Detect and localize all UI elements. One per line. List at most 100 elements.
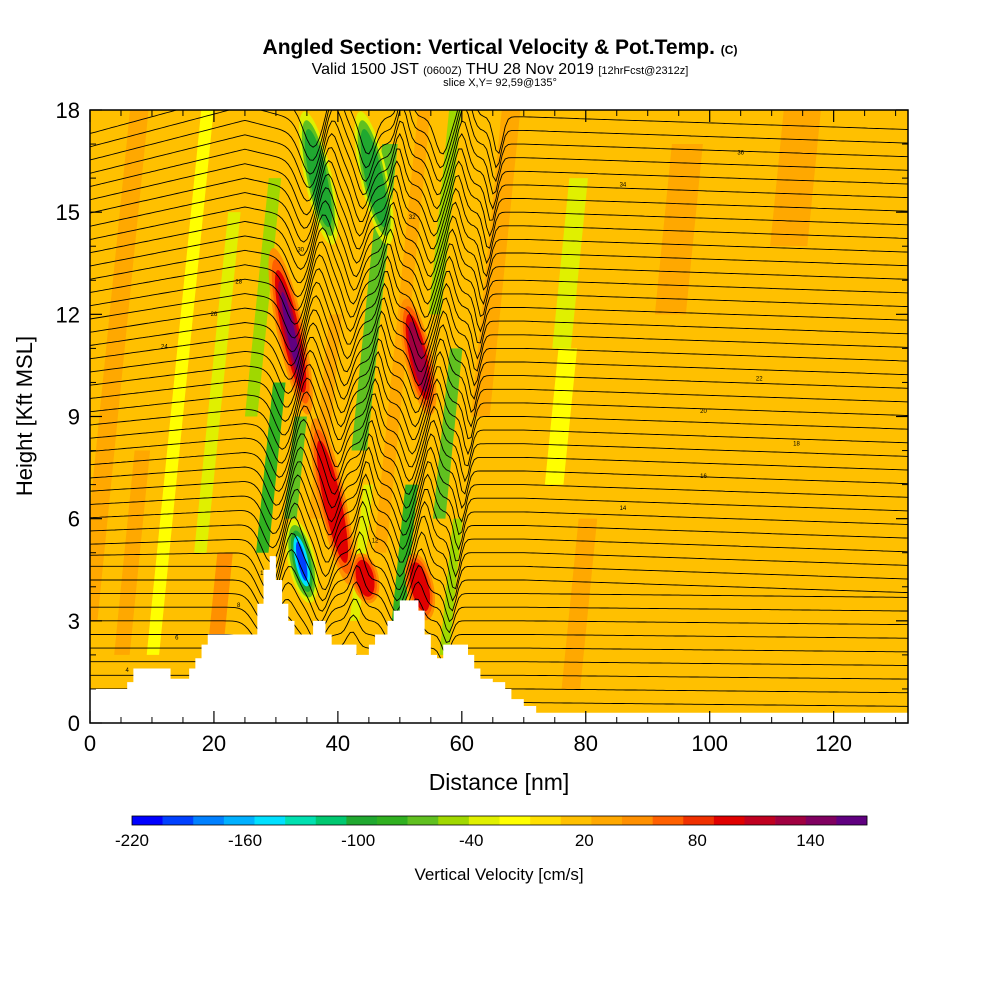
y-tick-label: 6 xyxy=(68,507,80,532)
y-tick-label: 15 xyxy=(56,200,80,225)
theta-contour xyxy=(90,110,908,155)
colorbar-swatch xyxy=(438,816,470,825)
updraft-core xyxy=(281,292,300,371)
theta-contour-label: 24 xyxy=(161,344,168,350)
chart-title: Angled Section: Vertical Velocity & Pot.… xyxy=(0,36,1000,60)
x-tick-label: 80 xyxy=(574,731,598,756)
theta-contour xyxy=(90,200,908,278)
colorbar-swatch xyxy=(499,816,531,825)
colorbar-swatch xyxy=(315,816,347,825)
y-tick-label: 18 xyxy=(56,98,80,123)
colorbar-frame xyxy=(131,815,868,826)
theta-contour xyxy=(90,322,908,400)
x-tick-label: 60 xyxy=(450,731,474,756)
colorbar-label: Vertical Velocity [cm/s] xyxy=(414,865,583,884)
colorbar-swatch xyxy=(468,816,500,825)
theta-contour-label: 4 xyxy=(126,668,130,674)
colorbar-swatch xyxy=(622,816,653,825)
theta-contour-label: 8 xyxy=(237,603,241,609)
theta-contour-label: 6 xyxy=(175,636,179,642)
theta-contour xyxy=(90,460,908,536)
theta-contour xyxy=(90,564,908,623)
theta-contour xyxy=(90,214,908,291)
velocity-band xyxy=(194,212,241,553)
theta-contour-label: 22 xyxy=(756,377,763,383)
theta-contour xyxy=(90,120,908,196)
velocity-band xyxy=(552,178,588,349)
subtitle-zulu: (0600Z) xyxy=(423,65,462,77)
theta-contour xyxy=(90,187,908,265)
chart-title-main: Angled Section: Vertical Velocity & Pot.… xyxy=(262,36,715,59)
theta-contour xyxy=(90,147,908,222)
slice-info: slice X,Y= 92,59@135° xyxy=(443,77,557,89)
colorbar-swatch xyxy=(744,816,776,825)
x-tick-label: 20 xyxy=(202,731,226,756)
theta-contour xyxy=(90,336,908,414)
velocity-band xyxy=(561,518,598,689)
y-tick-label: 9 xyxy=(68,405,80,430)
colorbar-tick-label: -220 xyxy=(115,831,149,850)
velocity-band xyxy=(687,144,750,519)
x-tick-label: 40 xyxy=(326,731,350,756)
y-tick-label: 3 xyxy=(68,609,80,634)
colorbar-swatch xyxy=(836,816,868,825)
theta-contour-label: 20 xyxy=(700,409,707,415)
colorbar-swatch xyxy=(591,816,623,825)
theta-contour xyxy=(90,241,908,318)
theta-contour xyxy=(90,488,908,563)
theta-contour-label: 28 xyxy=(235,280,242,286)
chart-subtitle: Valid 1500 JST (0600Z) THU 28 Nov 2019 [… xyxy=(0,61,1000,79)
theta-contour xyxy=(90,159,908,238)
theta-contour xyxy=(90,581,908,634)
velocity-band xyxy=(770,110,821,247)
colorbar-swatch xyxy=(377,816,408,825)
velocity-band xyxy=(544,348,578,485)
downdraft-core xyxy=(295,541,308,581)
theta-contour xyxy=(90,515,908,591)
colorbar-swatch xyxy=(560,816,592,825)
terrain-shape xyxy=(90,556,908,723)
colorbar-swatch xyxy=(223,816,255,825)
x-tick-label: 0 xyxy=(84,731,96,756)
theta-contour xyxy=(90,446,908,523)
colorbar: -220 -160 -100 -40 20 80 140 xyxy=(115,815,868,850)
velocity-band xyxy=(439,518,463,655)
velocity-band xyxy=(90,110,149,621)
theta-contour-label: 18 xyxy=(793,441,800,447)
theta-contour xyxy=(90,418,908,495)
colorbar-swatch xyxy=(530,816,562,825)
velocity-band xyxy=(471,110,521,417)
colorbar-tick-label: 80 xyxy=(688,831,707,850)
x-axis-label: Distance [nm] xyxy=(429,769,570,795)
theta-contour xyxy=(90,500,908,578)
subtitle-valid: Valid 1500 JST xyxy=(311,61,419,78)
chart-title-unit: (C) xyxy=(720,43,738,57)
theta-contour xyxy=(90,110,908,169)
theta-contour-label: 12 xyxy=(372,539,379,545)
theta-contour-label: 36 xyxy=(737,150,744,156)
colorbar-swatch xyxy=(407,816,439,825)
theta-contour xyxy=(90,548,908,612)
y-axis-label: Height [Kft MSL] xyxy=(12,336,37,496)
y-tick-label: 12 xyxy=(56,302,80,327)
colorbar-swatch xyxy=(652,816,684,825)
colorbar-swatch xyxy=(162,816,194,825)
velocity-field xyxy=(90,110,908,723)
theta-contour xyxy=(90,531,908,602)
subtitle-date: THU 28 Nov 2019 xyxy=(465,61,594,78)
colorbar-swatch xyxy=(775,816,807,825)
colorbar-tick-label: 140 xyxy=(796,831,824,850)
theta-contour-label: 14 xyxy=(620,506,627,512)
subtitle-forecast: [12hrFcst@2312z] xyxy=(598,65,689,77)
theta-contour xyxy=(90,377,908,456)
colorbar-swatch xyxy=(132,816,163,825)
colorbar-tick-label: 20 xyxy=(575,831,594,850)
theta-contour xyxy=(90,598,908,644)
velocity-band xyxy=(851,314,891,519)
colorbar-swatch xyxy=(805,816,837,825)
theta-contour xyxy=(90,391,908,468)
velocity-band xyxy=(146,110,214,655)
velocity-band xyxy=(207,552,233,655)
